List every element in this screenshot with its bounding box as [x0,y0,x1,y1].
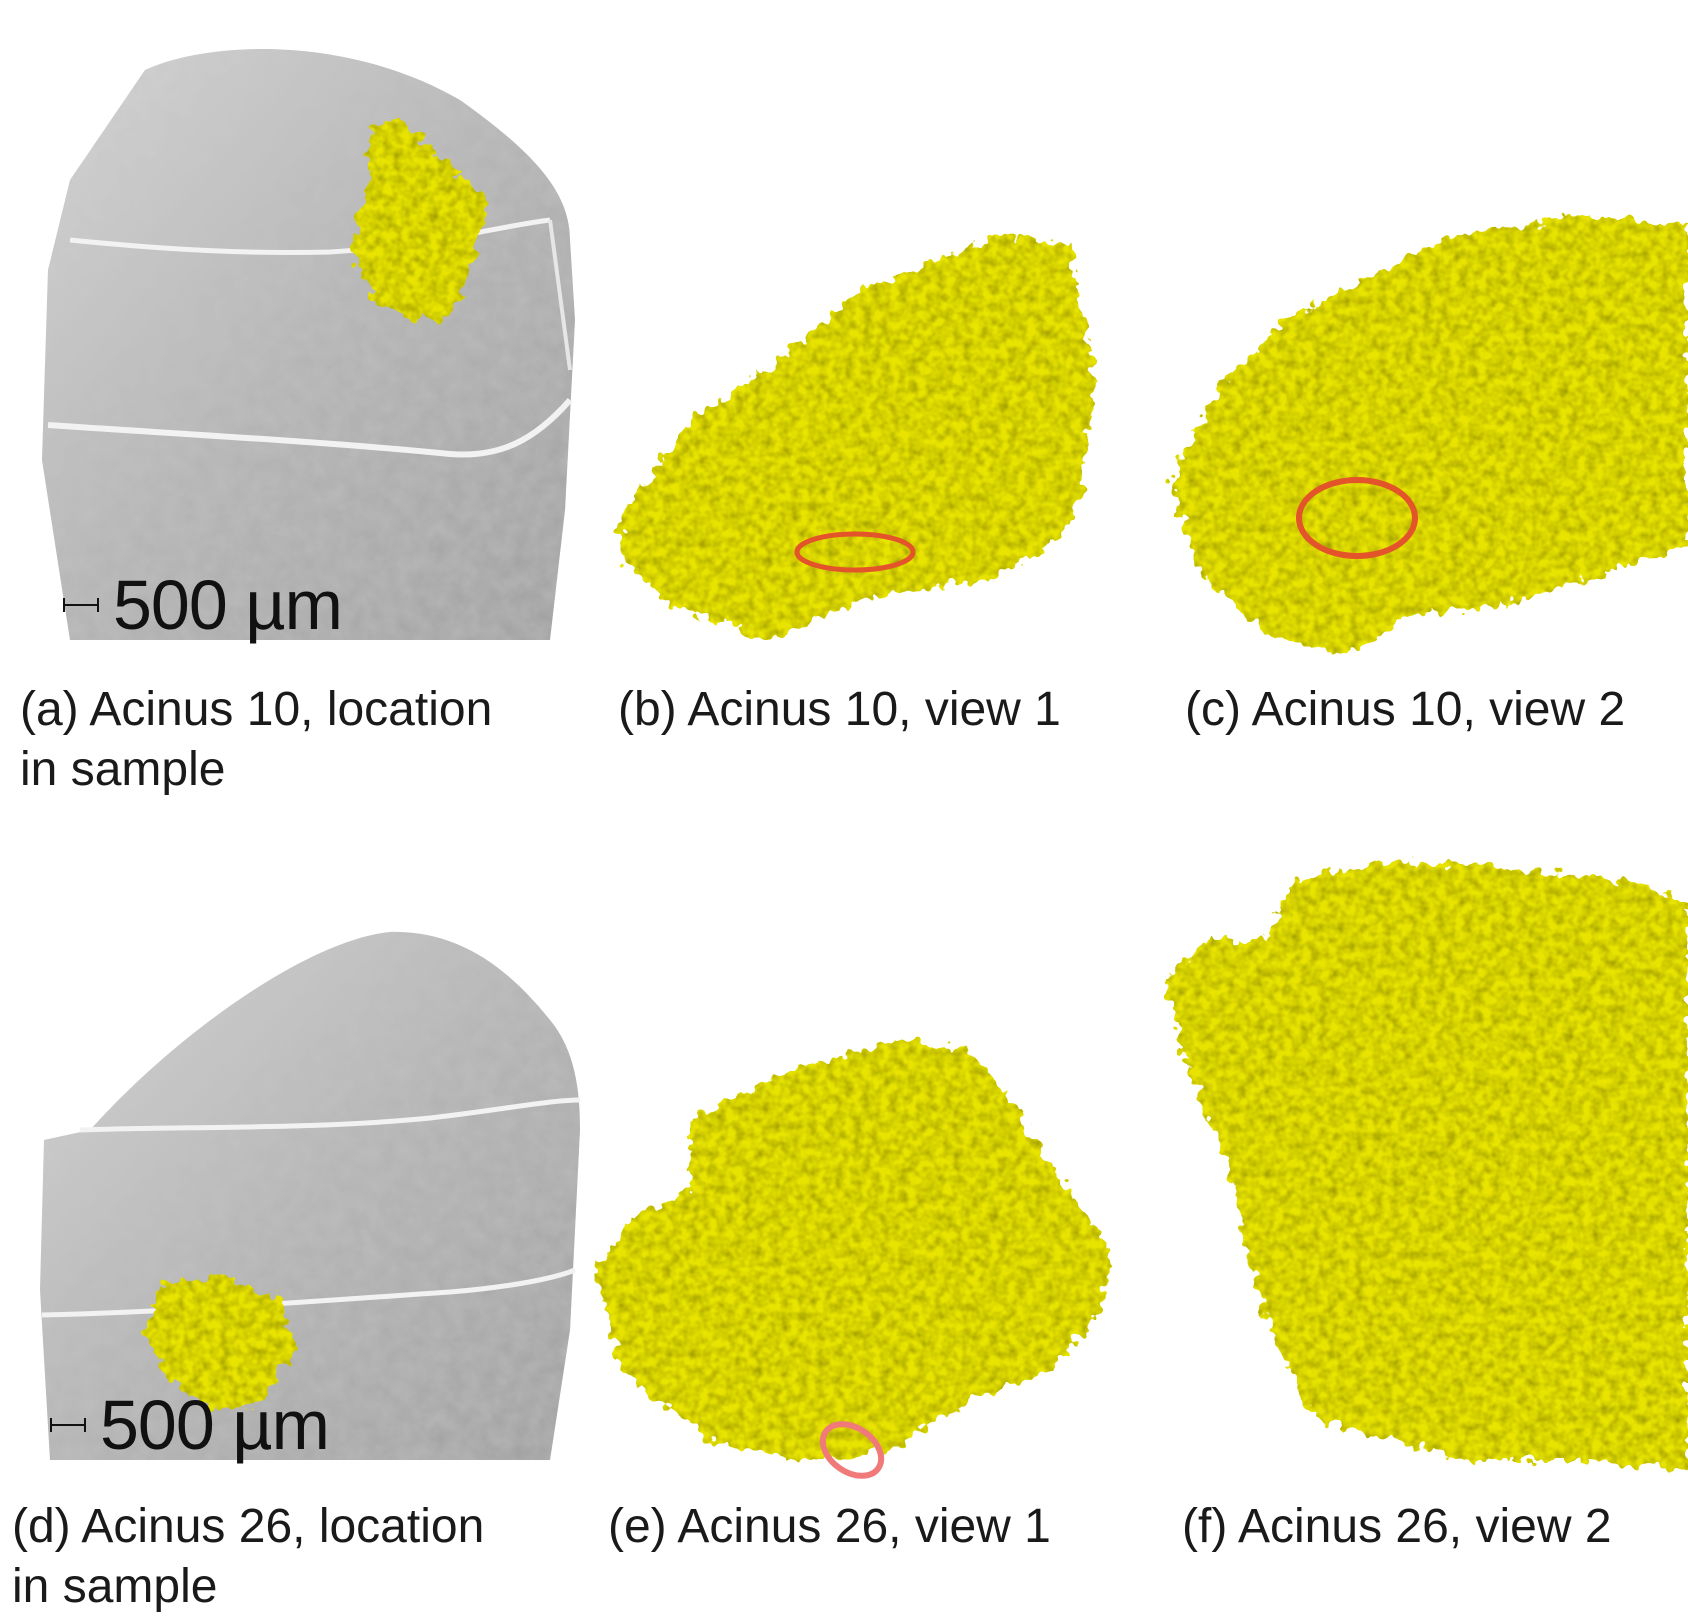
acinus-render-f [1165,860,1688,1470]
acinus-marker-d [145,1275,295,1410]
caption-b: (b) Acinus 10, view 1 [618,683,1061,736]
scale-bar-label: 500 µm [113,566,343,644]
panel-a: 500 µm [30,40,590,660]
scale-bar-line [63,598,99,612]
highlight-ellipse-e [819,1421,885,1479]
caption-d: (d) Acinus 26, location in sample [12,1500,485,1613]
panel-c [1160,215,1688,665]
panel-f [1165,860,1688,1470]
caption-c: (c) Acinus 10, view 2 [1185,683,1626,736]
acinus-marker-a [350,120,490,320]
caption-e: (e) Acinus 26, view 1 [608,1500,1051,1553]
highlight-ellipse-b [794,531,916,573]
highlight-ellipse-c [1296,477,1418,559]
caption-f: (f) Acinus 26, view 2 [1182,1500,1612,1553]
acinus-render-b [620,235,1095,640]
acinus-render-c [1170,215,1688,655]
scale-bar-a: 500 µm [63,566,343,644]
panel-d: 500 µm [30,930,590,1480]
panel-b [600,230,1140,650]
tissue-render-d [40,931,581,1460]
acinus-render-e [595,1040,1110,1479]
scale-bar-label: 500 µm [100,1386,330,1464]
scale-bar-d: 500 µm [50,1386,330,1464]
tissue-render-a [42,49,575,641]
scale-bar-line [50,1418,86,1432]
caption-a: (a) Acinus 10, location in sample [20,683,493,796]
panel-e [590,1040,1150,1480]
